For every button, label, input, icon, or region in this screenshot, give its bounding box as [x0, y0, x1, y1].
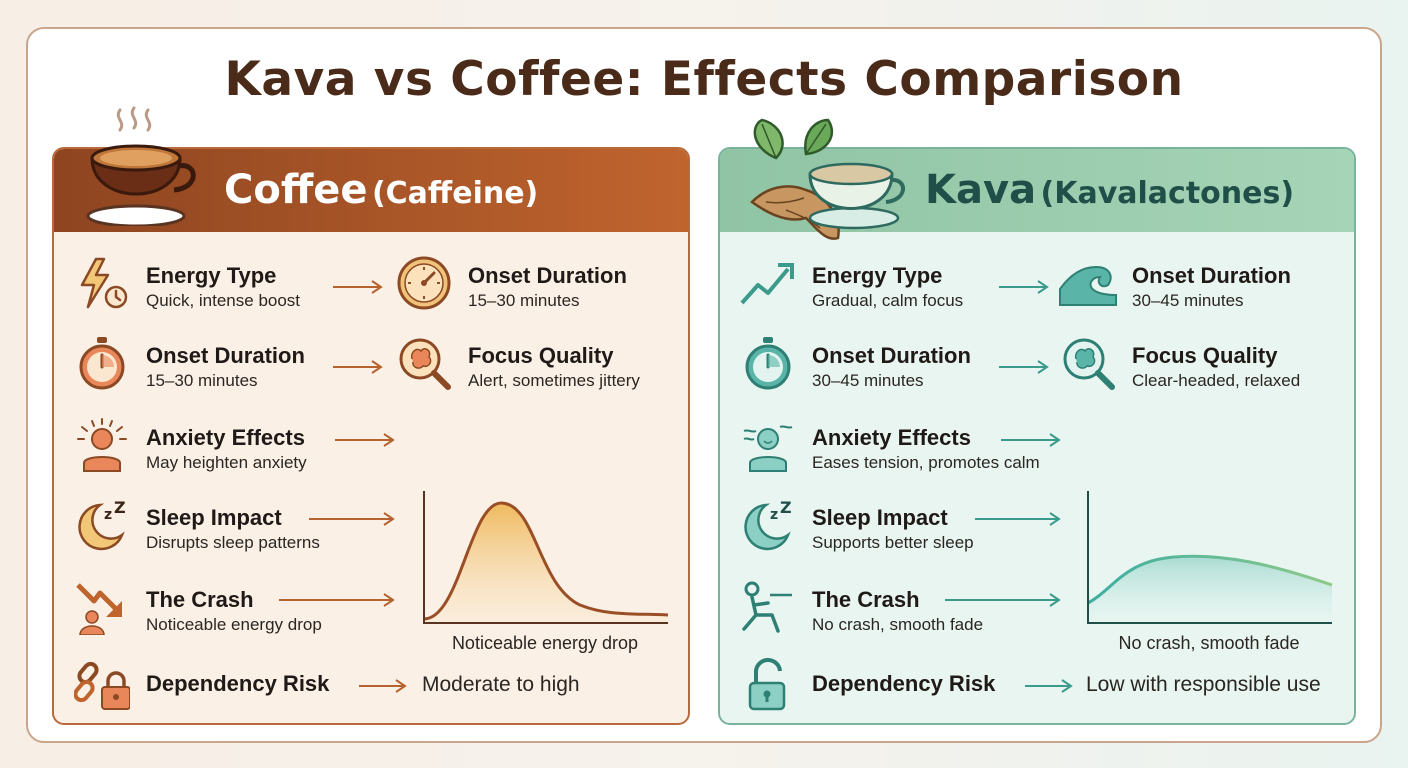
moon-zz-icon: z Z: [78, 498, 126, 551]
kava-cup-icon: [750, 118, 905, 240]
coffee-side-label: Focus Quality: [468, 343, 614, 368]
kava-title-main: Kava: [925, 167, 1037, 213]
coffee-row-value: Noticeable energy drop: [146, 615, 322, 634]
arrow-icon: [975, 512, 1061, 526]
stressed-person-icon: [77, 418, 127, 472]
coffee-energy-chart: [423, 491, 669, 624]
arrow-icon: [945, 593, 1061, 607]
coffee-row-label: Sleep Impact: [146, 505, 282, 530]
kava-panel: Kava (Kavalactones) Energy Type Gradual,…: [718, 147, 1356, 725]
relaxed-person-icon: [742, 581, 792, 633]
chain-lock-icon: [74, 661, 130, 710]
coffee-row-label: Onset Duration: [146, 343, 305, 368]
lightning-clock-icon: [80, 257, 128, 309]
coffee-title-sub: (Caffeine): [371, 176, 539, 211]
coffee-title-main: Coffee: [224, 167, 368, 213]
kava-title-sub: (Kavalactones): [1040, 176, 1295, 211]
arrow-icon: [1001, 433, 1061, 447]
kava-row-value: 30–45 minutes: [812, 371, 924, 390]
kava-side-value: 30–45 minutes: [1132, 291, 1244, 310]
kava-row-label: The Crash: [812, 587, 920, 612]
arrow-icon: [359, 679, 407, 693]
kava-row-label: Sleep Impact: [812, 505, 948, 530]
kava-side-label: Focus Quality: [1132, 343, 1278, 368]
coffee-side-value: Alert, sometimes jittery: [468, 371, 640, 390]
coffee-row-label: Anxiety Effects: [146, 425, 305, 450]
stopwatch-icon: [745, 337, 791, 390]
wave-icon: [1059, 265, 1117, 306]
kava-row-label: Energy Type: [812, 263, 943, 288]
coffee-chart-caption: Noticeable energy drop: [451, 633, 639, 653]
moon-zz-icon: z Z: [744, 498, 792, 551]
coffee-row-label: The Crash: [146, 587, 254, 612]
kava-chart-caption: No crash, smooth fade: [1118, 633, 1300, 653]
arrow-icon: [335, 433, 395, 447]
open-lock-icon: [748, 658, 786, 711]
arrow-icon: [333, 360, 383, 374]
kava-row-label: Anxiety Effects: [812, 425, 971, 450]
coffee-row-label: Dependency Risk: [146, 671, 330, 696]
kava-side-label: Onset Duration: [1132, 263, 1291, 288]
kava-row-value: No crash, smooth fade: [812, 615, 984, 634]
arrow-icon: [999, 360, 1049, 374]
kava-dependency-value: Low with responsible use: [1086, 673, 1321, 696]
kava-row-value: Gradual, calm focus: [812, 291, 964, 310]
kava-energy-chart: [1087, 491, 1333, 624]
crash-arrow-icon: [76, 583, 122, 635]
coffee-side-label: Onset Duration: [468, 263, 627, 288]
svg-text:z: z: [770, 507, 778, 523]
svg-text:z: z: [104, 507, 112, 523]
coffee-row-label: Energy Type: [146, 263, 277, 288]
kava-row-label: Onset Duration: [812, 343, 971, 368]
coffee-dependency-value: Moderate to high: [422, 673, 580, 696]
arrow-icon: [309, 512, 395, 526]
coffee-cup-icon: [86, 106, 196, 226]
arrow-icon: [279, 593, 395, 607]
brain-magnifier-icon: [1063, 338, 1115, 390]
coffee-row-value: Disrupts sleep patterns: [146, 533, 320, 552]
brain-magnifier-icon: [399, 338, 451, 390]
calm-person-icon: [743, 425, 793, 472]
svg-text:Z: Z: [114, 498, 126, 517]
arrow-icon: [1025, 679, 1073, 693]
coffee-side-value: 15–30 minutes: [468, 291, 580, 310]
trend-up-icon: [740, 263, 794, 305]
arrow-icon: [999, 280, 1049, 294]
kava-row-value: Eases tension, promotes calm: [812, 453, 1040, 472]
page-title: Kava vs Coffee: Effects Comparison: [224, 52, 1184, 107]
gauge-icon: [397, 256, 451, 310]
kava-row-value: Supports better sleep: [812, 533, 974, 552]
stopwatch-icon: [79, 337, 125, 390]
kava-row-label: Dependency Risk: [812, 671, 996, 696]
coffee-row-value: Quick, intense boost: [146, 291, 301, 310]
svg-text:Z: Z: [780, 498, 792, 517]
coffee-row-value: May heighten anxiety: [146, 453, 307, 472]
arrow-icon: [333, 280, 383, 294]
coffee-title: Coffee (Caffeine): [224, 167, 538, 213]
coffee-row-value: 15–30 minutes: [146, 371, 258, 390]
kava-title: Kava (Kavalactones): [925, 167, 1294, 213]
kava-side-value: Clear-headed, relaxed: [1132, 371, 1301, 390]
coffee-panel: Coffee (Caffeine) Energy Type Quick, int…: [52, 147, 690, 725]
